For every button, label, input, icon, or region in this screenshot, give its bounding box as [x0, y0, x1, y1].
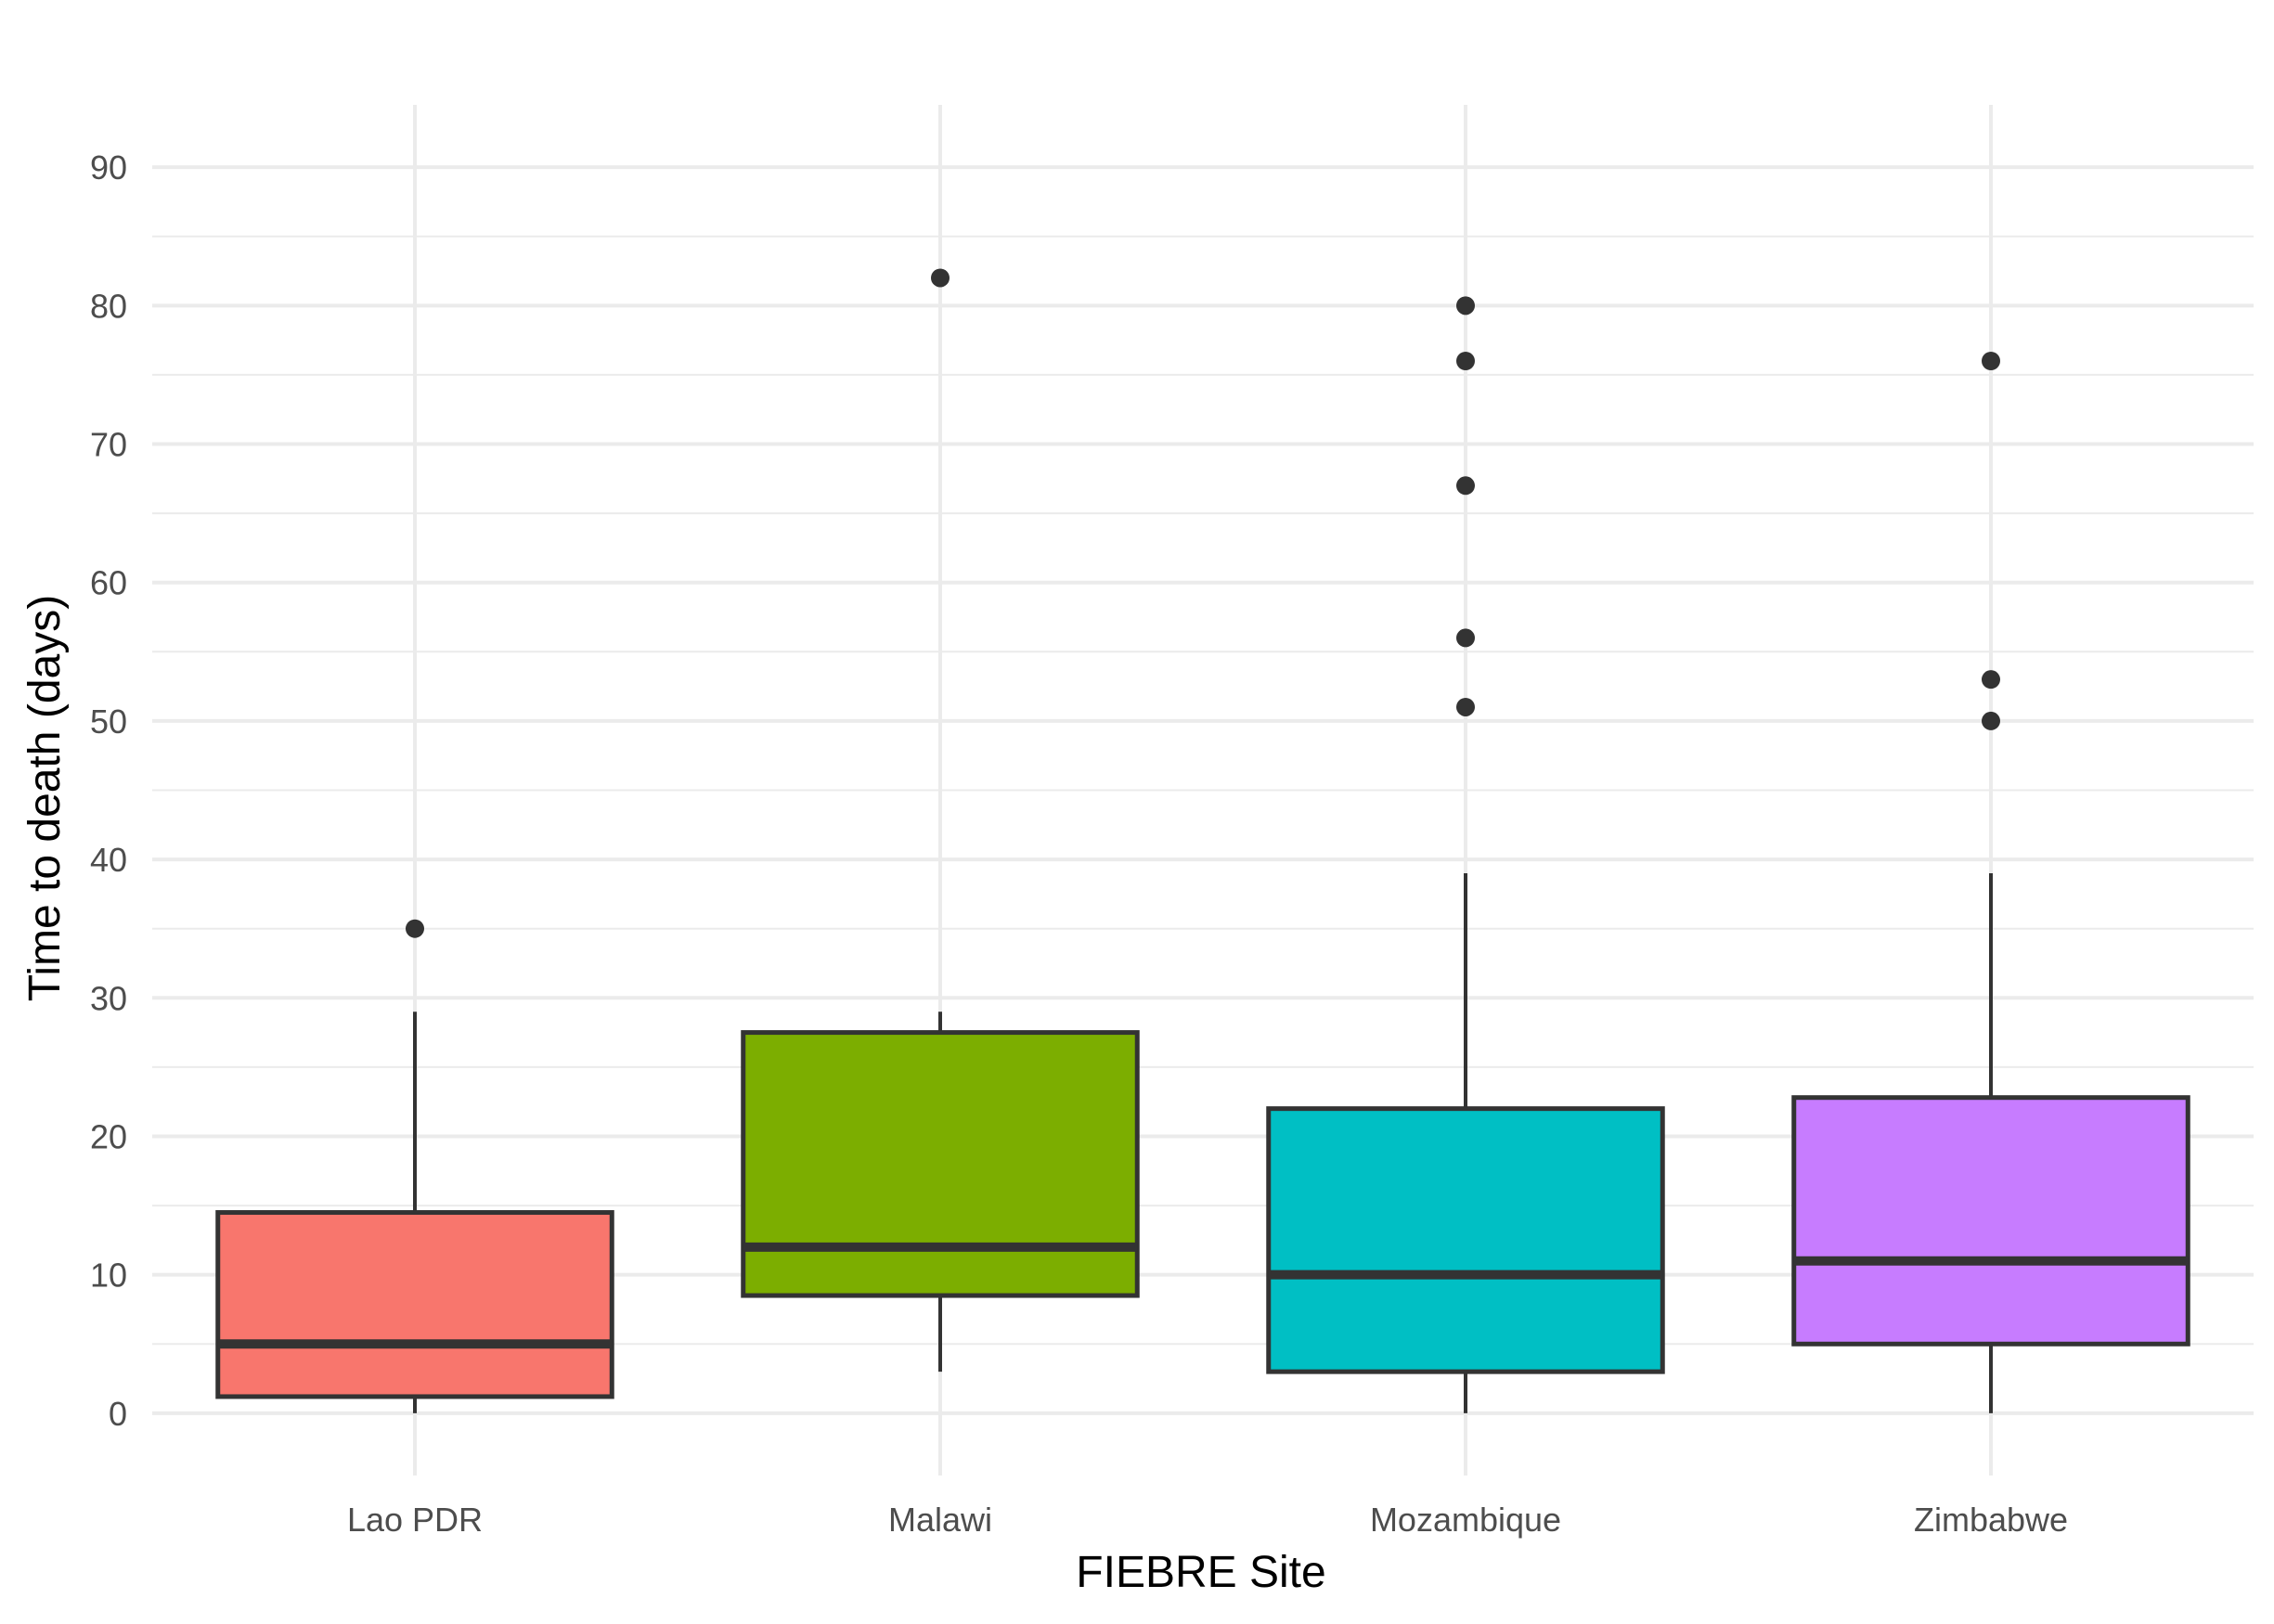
- iqr-box: [741, 1030, 1140, 1298]
- boxes: [215, 268, 2190, 1413]
- outlier-point: [1456, 296, 1475, 316]
- outlier-point: [1456, 697, 1475, 716]
- x-tick-label: Mozambique: [1370, 1501, 1561, 1539]
- iqr-box: [215, 1210, 614, 1399]
- x-tick-label: Lao PDR: [347, 1501, 483, 1539]
- y-tick-label: 30: [90, 979, 127, 1017]
- box-group-malawi: [741, 268, 1140, 1373]
- y-axis-title: Time to death (days): [20, 595, 70, 1001]
- y-tick-label: 20: [90, 1117, 127, 1155]
- box-group-mozambique: [1266, 296, 1665, 1413]
- y-tick-label: 70: [90, 426, 127, 464]
- x-axis-ticks: Lao PDR Malawi Mozambique Zimbabwe: [347, 1501, 2068, 1539]
- outlier-point: [406, 919, 424, 938]
- x-tick-label: Zimbabwe: [1914, 1501, 2068, 1539]
- box-group-zimbabwe: [1791, 352, 2190, 1413]
- outlier-point: [1456, 352, 1475, 371]
- x-axis-title: FIEBRE Site: [1076, 1548, 1325, 1597]
- y-tick-label: 60: [90, 564, 127, 602]
- y-tick-label: 40: [90, 841, 127, 879]
- outlier-point: [1982, 711, 2000, 730]
- y-tick-label: 90: [90, 148, 127, 187]
- y-axis-ticks: 0 10 20 30 40 50 60 70 80 90: [90, 148, 127, 1433]
- outlier-point: [1456, 476, 1475, 496]
- outlier-point: [931, 268, 950, 288]
- box-group-lao-pdr: [215, 919, 614, 1413]
- y-tick-label: 80: [90, 287, 127, 325]
- iqr-box: [1791, 1095, 2190, 1347]
- outlier-point: [1982, 670, 2000, 690]
- y-tick-label: 50: [90, 702, 127, 741]
- outlier-point: [1982, 352, 2000, 371]
- outlier-point: [1456, 628, 1475, 648]
- iqr-box: [1266, 1106, 1665, 1374]
- x-tick-label: Malawi: [888, 1501, 992, 1539]
- y-tick-label: 0: [109, 1395, 127, 1433]
- y-tick-label: 10: [90, 1257, 127, 1295]
